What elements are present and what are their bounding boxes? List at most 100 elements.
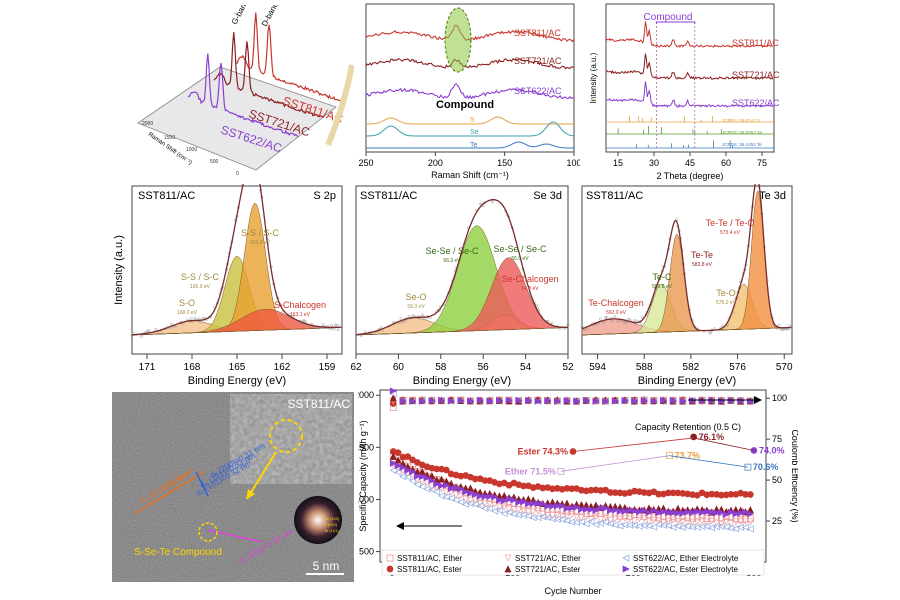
cycling-data-point bbox=[664, 518, 672, 526]
raman-ref-label-s: S bbox=[470, 117, 475, 124]
xps-data-point bbox=[610, 319, 614, 323]
xrd-ref-label: JCPDS: 08-0247 S bbox=[722, 118, 760, 123]
cycling-data-point bbox=[496, 496, 504, 504]
cycling-data-point bbox=[413, 480, 421, 489]
xps-data-point bbox=[330, 323, 333, 327]
cycling-data-point bbox=[703, 515, 711, 522]
cycling-data-point bbox=[737, 517, 745, 526]
cycling-data-point bbox=[592, 520, 600, 528]
raman-x-ticks: 250 200 150 100 bbox=[358, 152, 580, 168]
cycling-data-point bbox=[485, 504, 494, 513]
xps-data-point bbox=[322, 323, 326, 327]
raman-3d-series-line bbox=[187, 53, 299, 138]
cycling-legend-label: SST622/AC, Ester Electrolyte bbox=[633, 565, 738, 574]
cycling-y-label: Specific Capacity (mAh g⁻¹) bbox=[358, 420, 368, 531]
xrd-compound-bracket bbox=[655, 21, 696, 24]
cycling-data-point bbox=[640, 506, 648, 515]
xps-te-sample-label: SST811/AC bbox=[586, 190, 643, 202]
xps-te-x-ticks: 594 588 582 576 570 bbox=[589, 354, 793, 373]
cycling-data-point bbox=[505, 495, 513, 503]
cycling-data-point bbox=[674, 522, 682, 530]
cycling-data-point bbox=[746, 518, 754, 526]
cycling-data-point bbox=[452, 496, 460, 504]
cycling-data-point bbox=[718, 508, 726, 517]
cycling-retention-label: 74.0% bbox=[759, 445, 785, 455]
raman-x-tick-label: 100 bbox=[566, 158, 580, 168]
xps-data-point bbox=[491, 200, 494, 204]
cycling-data-point bbox=[582, 513, 590, 521]
cycling-data-point bbox=[389, 459, 398, 467]
cycling-data-point bbox=[457, 498, 465, 506]
cycling-data-point bbox=[519, 507, 528, 515]
cycling-data-point bbox=[640, 521, 648, 530]
raman-series-line bbox=[365, 57, 575, 70]
cycling-data-point bbox=[438, 396, 446, 404]
cycling-data-point bbox=[732, 510, 740, 518]
cycling-data-point bbox=[505, 505, 513, 513]
tem-inset-highlight bbox=[269, 419, 303, 453]
xps-te-peak-energy: 585.8 eV bbox=[652, 284, 673, 290]
cycling-data-point bbox=[689, 508, 697, 517]
xps-x-tick-label: 168 bbox=[184, 362, 201, 373]
tem-fft-label: S (010) bbox=[324, 522, 338, 527]
cycling-data-point bbox=[495, 506, 503, 514]
cycling-rate-label: Capacity Retention (0.5 C) bbox=[635, 422, 741, 432]
xps-se-x-label: Binding Energy (eV) bbox=[413, 375, 511, 387]
xrd-x-label: 2 Theta (degree) bbox=[657, 171, 724, 181]
cycling-retention-label: 70.6% bbox=[753, 462, 779, 472]
cycling-data-point bbox=[602, 397, 610, 405]
xrd-x-tick-label: 45 bbox=[685, 158, 695, 168]
cycling-data-point bbox=[525, 397, 533, 405]
xps-te-panel: SST811/AC Te 3d 594 588 582 576 570 Binding … bbox=[580, 184, 793, 387]
cycling-data-point bbox=[732, 525, 740, 533]
tem-arrow-head bbox=[246, 489, 255, 500]
cycling-data-point bbox=[500, 509, 508, 518]
xps-data-point bbox=[709, 331, 713, 335]
cycling-data-point bbox=[645, 522, 653, 530]
xps-s-x-label: Binding Energy (eV) bbox=[188, 375, 286, 387]
cycling-data-point bbox=[558, 515, 566, 524]
xps-data-point bbox=[720, 324, 724, 328]
cycling-cap-arrow-head bbox=[396, 522, 404, 530]
xps-te-peak-energy: 592.0 eV bbox=[606, 310, 627, 316]
xps-s-panel: SST811/AC S 2p 171 168 165 162 159 Binding E… bbox=[113, 184, 343, 387]
cycling-data-point bbox=[442, 481, 451, 489]
xps-data-point bbox=[604, 316, 608, 320]
cycling-data-point bbox=[582, 520, 590, 528]
cycling-data-point bbox=[481, 504, 489, 512]
xps-te-peak-label: Te-Chalcogen bbox=[588, 298, 644, 308]
cycling-data-point bbox=[462, 488, 470, 496]
cycling-data-point bbox=[568, 504, 576, 512]
cycling-data-point bbox=[563, 505, 571, 513]
cycling-data-point bbox=[539, 500, 547, 508]
cycling-data-point bbox=[693, 513, 701, 521]
cycling-data-point bbox=[520, 498, 528, 506]
cycling-y2-tick-label: 75 bbox=[772, 434, 782, 444]
cycling-data-point bbox=[640, 396, 648, 404]
xps-te-peak-label: Te-Te / Te-O bbox=[706, 218, 755, 228]
xps-data-point bbox=[613, 315, 617, 319]
xps-data-point bbox=[303, 320, 307, 323]
cycling-data-point bbox=[655, 517, 663, 525]
cycling-y2-tick-label: 25 bbox=[772, 516, 782, 526]
xps-te-peak-label: Te-Te bbox=[691, 250, 713, 260]
raman-compound-label: Compound bbox=[436, 99, 494, 111]
xps-data-point bbox=[420, 313, 424, 317]
cycling-data-point bbox=[582, 505, 591, 513]
cycling-data-point bbox=[457, 485, 465, 493]
cycling-data-point bbox=[466, 496, 475, 505]
cycling-data-point bbox=[684, 514, 691, 521]
cycling-data-point bbox=[597, 504, 605, 512]
tem-compound-ring bbox=[198, 522, 218, 542]
xps-data-point bbox=[598, 317, 602, 321]
xps-se-peak-energy: 59.3 eV bbox=[407, 304, 425, 310]
tem-inset-arrow bbox=[249, 451, 277, 495]
xrd-ref-label: JCPDS: 06-0362 Se bbox=[722, 130, 763, 135]
cycling-data-point bbox=[650, 523, 658, 531]
raman-3d-tick: 0 bbox=[236, 171, 239, 177]
xps-data-point bbox=[281, 310, 285, 314]
cycling-legend-label: SST811/AC, Ester bbox=[397, 565, 462, 574]
cycling-data-point bbox=[471, 500, 479, 508]
xrd-series-line bbox=[606, 53, 774, 81]
cycling-data-point bbox=[698, 508, 706, 517]
